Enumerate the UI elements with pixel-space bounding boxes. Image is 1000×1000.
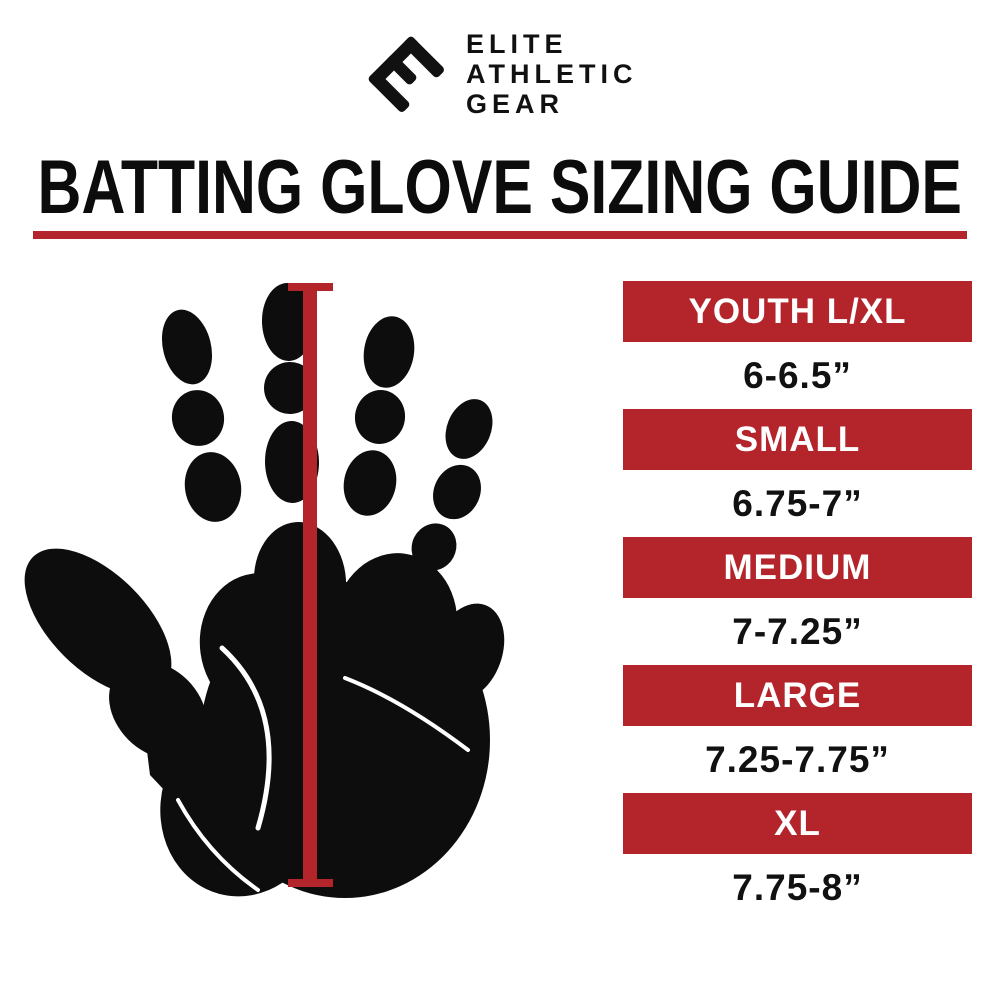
size-label: MEDIUM	[723, 547, 872, 587]
rotated-e-logo-icon	[368, 36, 444, 112]
palm-creases	[176, 645, 470, 892]
size-row: YOUTH L/XL 6-6.5”	[623, 281, 972, 409]
brand-logo: ELITE ATHLETIC GEAR	[350, 18, 637, 130]
title-underline	[33, 231, 967, 239]
size-range: 6.75-7”	[732, 482, 863, 524]
size-row: XL 7.75-8”	[623, 793, 972, 921]
size-label: SMALL	[734, 419, 861, 459]
size-banner: MEDIUM	[623, 537, 972, 598]
size-row: SMALL 6.75-7”	[623, 409, 972, 537]
brand-line-1: ELITE	[466, 29, 568, 59]
size-range: 6-6.5”	[743, 354, 852, 396]
size-banner: SMALL	[623, 409, 972, 470]
size-table: YOUTH L/XL 6-6.5” SMALL 6.75-7” MEDIUM 7…	[623, 281, 972, 933]
measurement-line-bottom-cap	[288, 879, 333, 887]
page-title-wrap: BATTING GLOVE SIZING GUIDE	[0, 144, 1000, 230]
measurement-line-top-cap	[288, 283, 333, 291]
brand-wordmark: ELITE ATHLETIC GEAR	[466, 29, 637, 119]
size-banner: YOUTH L/XL	[623, 281, 972, 342]
size-row: MEDIUM 7-7.25”	[623, 537, 972, 665]
size-banner: LARGE	[623, 665, 972, 726]
size-range: 7.75-8”	[732, 866, 863, 908]
size-label: LARGE	[733, 675, 862, 715]
brand-line-3: GEAR	[466, 89, 565, 119]
handprint-graphic	[24, 283, 505, 898]
size-banner: XL	[623, 793, 972, 854]
page-title: BATTING GLOVE SIZING GUIDE	[37, 144, 963, 230]
size-label: XL	[774, 803, 821, 843]
size-label: YOUTH L/XL	[688, 291, 907, 331]
hand-measurement-figure	[24, 283, 505, 898]
measurement-line	[288, 283, 333, 887]
size-row: LARGE 7.25-7.75”	[623, 665, 972, 793]
size-range: 7-7.25”	[732, 610, 863, 652]
brand-line-2: ATHLETIC	[466, 59, 638, 89]
size-range: 7.25-7.75”	[705, 738, 890, 780]
